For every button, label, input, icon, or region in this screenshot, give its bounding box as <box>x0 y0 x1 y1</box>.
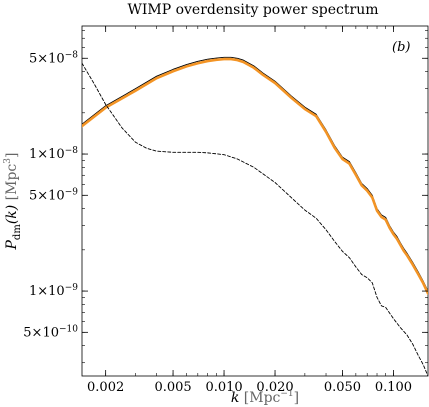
x-tick-label-2: 0.005 <box>154 380 191 395</box>
axis-ticks: 0.002 0.005 0.010 0.020 0.050 0.100 5×10−8 1×10… <box>23 26 428 395</box>
x-tick-label-1: 0.002 <box>87 380 124 395</box>
y-tick-label-4: 1×10−9 <box>29 283 78 299</box>
x-axis-label: k [Mpc−1] <box>231 389 299 406</box>
series-layer <box>82 56 428 376</box>
x-tick-label-3: 0.010 <box>205 380 242 395</box>
x-tick-label-6: 0.100 <box>375 380 412 395</box>
y-tick-label-2: 1×10−8 <box>29 146 78 162</box>
plot-frame <box>81 25 429 377</box>
y-tick-label-1: 5×10−8 <box>29 50 78 66</box>
x-tick-label-5: 0.050 <box>324 380 361 395</box>
series-line-3 <box>82 62 428 376</box>
chart-title: WIMP overdensity power spectrum <box>127 2 378 18</box>
y-tick-label-5: 5×10−10 <box>23 324 78 340</box>
series-line-2 <box>82 57 428 295</box>
y-axis-label: Pdm(k) [Mpc3] <box>3 153 23 251</box>
panel-label: (b) <box>392 40 410 55</box>
y-tick-label-3: 5×10−9 <box>29 187 78 203</box>
x-tick-label-4: 0.020 <box>256 380 293 395</box>
